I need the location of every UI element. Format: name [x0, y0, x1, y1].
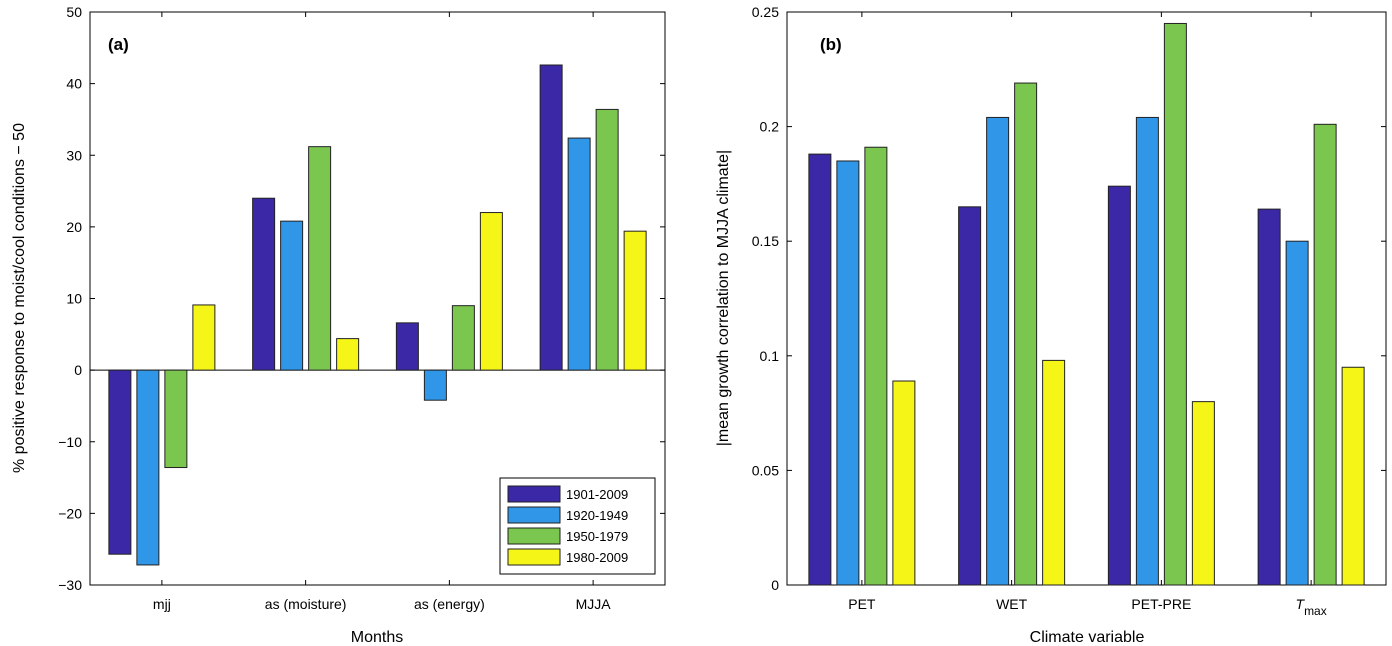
bar-b-2-1	[1014, 82, 1038, 586]
y-tick-label: 50	[66, 4, 82, 20]
bar-b-1-1	[986, 116, 1010, 586]
y-tick-label: 0	[771, 577, 779, 593]
bar-b-0-1	[958, 206, 982, 586]
bar-1980-2009-3	[623, 230, 647, 371]
x-tick-label: MJJA	[576, 596, 612, 612]
bar-1920-1949-2	[423, 369, 447, 401]
bar-1901-2009-1	[252, 197, 276, 371]
chart-panel-a: −30 −20 −10 0 10 20 30 40 50 mjj as (moisture) as (…	[11, 4, 666, 646]
bar-b-3-3	[1341, 366, 1365, 586]
bar-b-3-2	[1191, 401, 1215, 586]
bar-1950-1979-0	[164, 369, 188, 469]
bar-b-3-1	[1042, 359, 1066, 586]
bar-b-2-3	[1313, 123, 1337, 586]
legend-swatch	[507, 506, 561, 524]
legend-swatch	[507, 548, 561, 566]
legend-swatch	[507, 527, 561, 545]
bar-1920-1949-1	[280, 220, 304, 371]
legend-entry: 1920-1949	[566, 508, 628, 523]
y-tick-label: 0.05	[752, 462, 779, 478]
y-axis-label-a: % positive response to moist/cool condit…	[11, 123, 28, 473]
y-axis-label-b: |mean growth correlation to MJJA climate…	[715, 150, 732, 446]
bar-b-1-0	[836, 160, 860, 586]
bar-b-1-2	[1135, 116, 1159, 586]
bar-1920-1949-3	[567, 137, 591, 371]
bar-b-2-0	[864, 146, 888, 586]
bar-1901-2009-2	[395, 322, 419, 371]
x-axis-label-b: Climate variable	[1030, 629, 1145, 646]
bar-1980-2009-0	[192, 304, 216, 371]
legend: 1901-2009 1920-1949 1950-1979 1980-2009	[499, 477, 656, 575]
y-tick-label: −20	[58, 505, 82, 521]
bar-1980-2009-1	[336, 338, 360, 371]
legend-swatch	[507, 485, 561, 503]
legend-entry: 1901-2009	[566, 487, 628, 502]
panel-label-b: (b)	[820, 35, 842, 54]
panel-label-a: (a)	[108, 35, 129, 54]
bar-b-3-0	[892, 380, 916, 586]
x-tick-label: PET	[848, 596, 876, 612]
bar-1980-2009-2	[479, 212, 503, 371]
bar-b-0-0	[808, 153, 832, 586]
x-axis-label-a: Months	[351, 629, 403, 646]
chart-panel-b: 0 0.05 0.1 0.15 0.2 0.25 PET WET PET-PRE Tmax (b)…	[715, 4, 1387, 646]
x-tick-label: as (energy)	[414, 596, 485, 612]
y-tick-label: 0.15	[752, 233, 779, 249]
bar-1950-1979-1	[308, 146, 332, 371]
bar-1950-1979-3	[595, 108, 619, 371]
x-tick-label: WET	[996, 596, 1028, 612]
x-tick-label: PET-PRE	[1131, 596, 1191, 612]
y-tick-label: 10	[66, 291, 82, 307]
y-tick-label: 0.25	[752, 4, 779, 20]
bar-b-1-3	[1285, 240, 1309, 586]
y-tick-label: 0	[74, 362, 82, 378]
bar-1901-2009-3	[539, 64, 563, 371]
bar-b-0-2	[1107, 185, 1131, 586]
y-tick-label: −30	[58, 577, 82, 593]
bar-1901-2009-0	[108, 369, 132, 555]
y-tick-label: 0.2	[760, 119, 780, 135]
bar-b-0-3	[1257, 208, 1281, 586]
x-tick-label: mjj	[153, 596, 171, 612]
x-tick-label: as (moisture)	[265, 596, 347, 612]
y-tick-label: 40	[66, 76, 82, 92]
bar-1920-1949-0	[136, 369, 160, 566]
legend-entry: 1980-2009	[566, 550, 628, 565]
x-tick-label: Tmax	[1296, 596, 1327, 618]
y-tick-label: −10	[58, 434, 82, 450]
y-tick-label: 0.1	[760, 348, 780, 364]
y-tick-label: 20	[66, 219, 82, 235]
legend-entry: 1950-1979	[566, 529, 628, 544]
bar-1950-1979-2	[451, 305, 475, 371]
bar-b-2-2	[1163, 22, 1187, 586]
y-tick-label: 30	[66, 147, 82, 163]
